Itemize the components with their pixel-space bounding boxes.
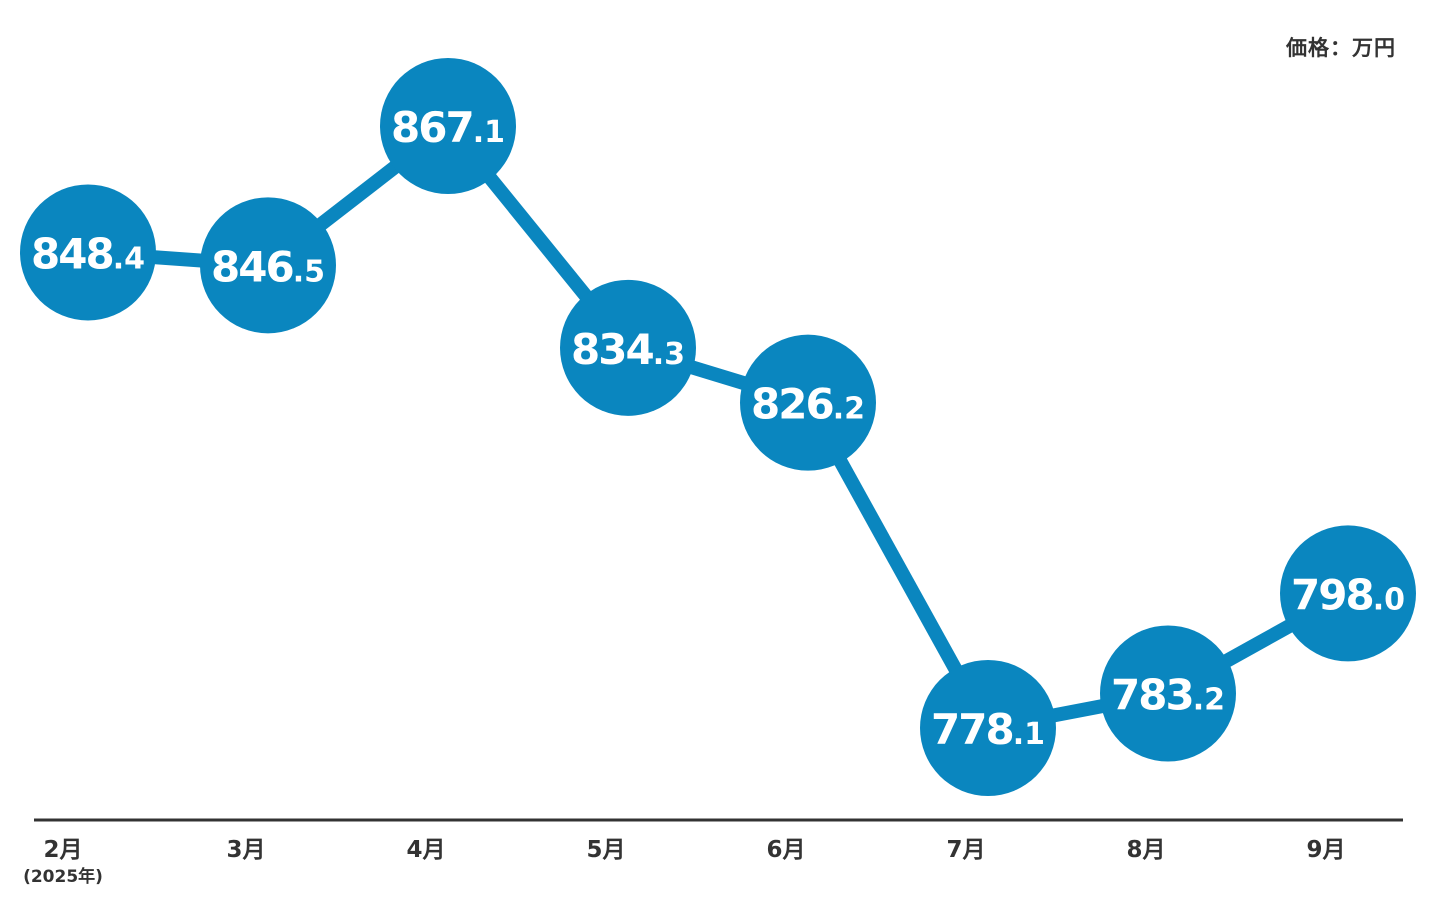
data-point [920, 660, 1056, 796]
x-tick-label: 5月 [586, 837, 625, 863]
x-tick-label: 2月 [43, 837, 82, 863]
data-label: 798.0 [1291, 570, 1405, 619]
data-label: 826.2 [751, 380, 865, 429]
x-tick-label: 8月 [1126, 837, 1165, 863]
data-label: 846.5 [211, 242, 325, 291]
x-tick-sublabel: (2025年) [23, 866, 103, 887]
data-point [200, 197, 336, 334]
x-tick-label: 9月 [1306, 837, 1345, 863]
data-point [1280, 525, 1416, 662]
marker-group: 848.4 846.5 867.1 834.3 826.2 778.1 783.2 798.0 [20, 58, 1416, 796]
data-label: 778.1 [931, 705, 1045, 754]
x-tick-labels: 2月 (2025年) 3月 4月 5月 6月 7月 8月 9月 [23, 837, 1345, 887]
x-tick-label: 4月 [406, 837, 445, 863]
data-point [740, 334, 876, 471]
x-tick-label: 6月 [766, 837, 805, 863]
data-point [560, 279, 696, 416]
data-point [1100, 625, 1236, 762]
data-label: 848.4 [31, 229, 145, 278]
data-point [380, 58, 516, 194]
data-label: 783.2 [1111, 671, 1225, 720]
x-tick-label: 3月 [226, 837, 265, 863]
unit-label: 価格：万円 [1286, 36, 1396, 60]
data-point [20, 184, 156, 321]
data-label: 834.3 [571, 325, 685, 374]
x-tick-label: 7月 [946, 837, 985, 863]
data-label: 867.1 [391, 103, 505, 152]
